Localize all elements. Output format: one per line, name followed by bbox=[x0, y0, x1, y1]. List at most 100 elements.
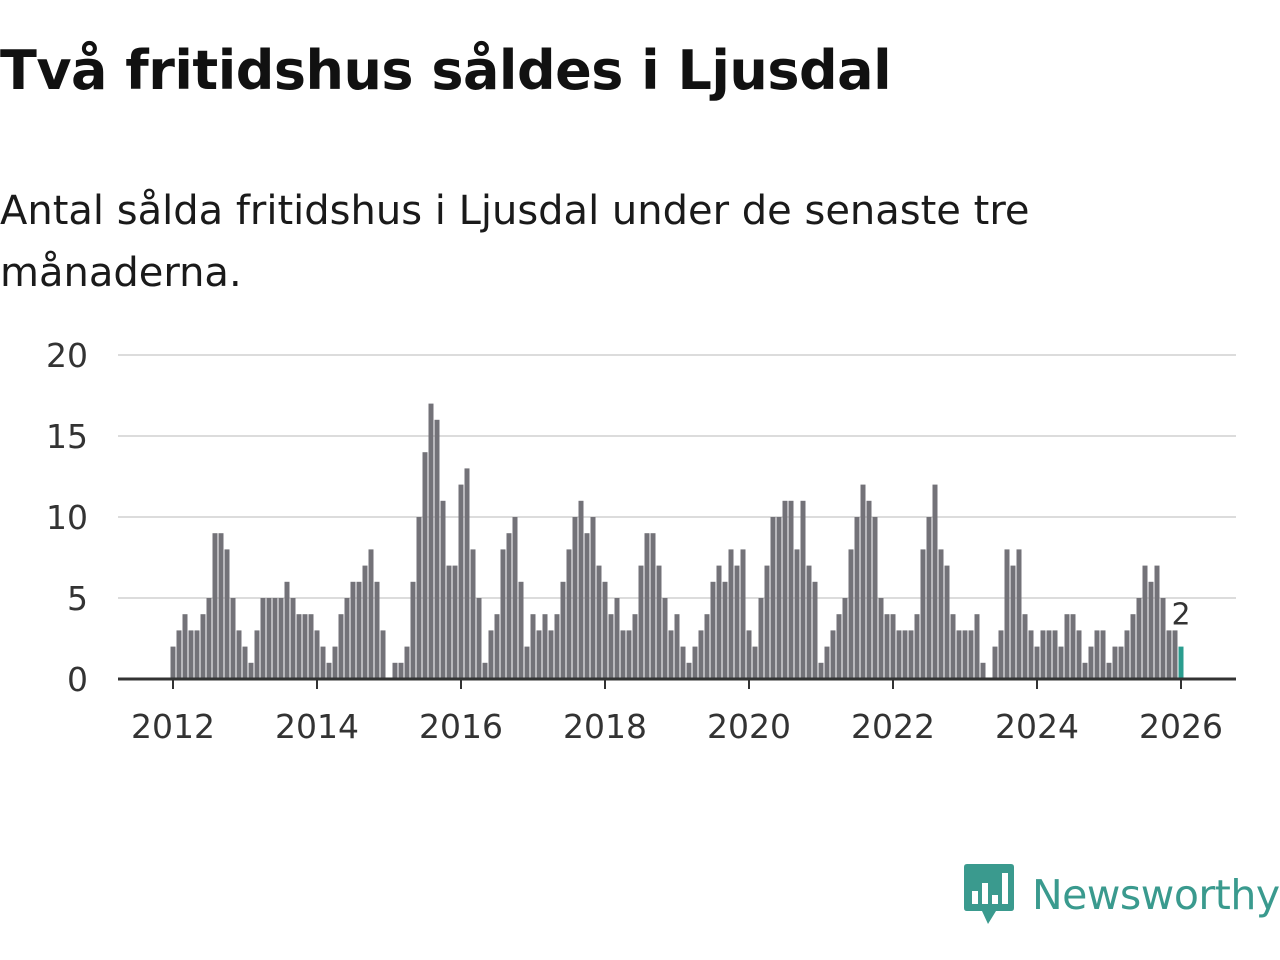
y-tick-label: 0 bbox=[67, 660, 88, 699]
bar bbox=[776, 517, 782, 679]
bar bbox=[206, 598, 212, 679]
bar bbox=[590, 517, 596, 679]
bar bbox=[944, 565, 950, 679]
bar bbox=[362, 565, 368, 679]
bar bbox=[806, 565, 812, 679]
bar bbox=[296, 614, 302, 679]
y-tick-label: 10 bbox=[46, 498, 88, 537]
bar bbox=[704, 614, 710, 679]
bar bbox=[710, 581, 716, 679]
gridlines bbox=[118, 354, 1236, 599]
bar bbox=[1028, 630, 1034, 679]
bar bbox=[368, 549, 374, 679]
bar bbox=[1046, 630, 1052, 679]
bar bbox=[740, 549, 746, 679]
bar bbox=[758, 598, 764, 679]
bar bbox=[194, 630, 200, 679]
bar bbox=[1010, 565, 1016, 679]
bar-chart: 0 5 10 15 20 2012 2014 2016 2018 2020 2022 2024 202… bbox=[46, 336, 1236, 746]
bar bbox=[824, 646, 830, 679]
bar bbox=[686, 662, 692, 679]
bar bbox=[248, 662, 254, 679]
bar bbox=[440, 500, 446, 679]
bar bbox=[650, 533, 656, 679]
bar bbox=[962, 630, 968, 679]
bar bbox=[998, 630, 1004, 679]
bar bbox=[578, 500, 584, 679]
bar bbox=[950, 614, 956, 679]
highlight-value-label: 2 bbox=[1171, 598, 1190, 633]
bar bbox=[518, 581, 524, 679]
bar bbox=[416, 517, 422, 679]
bar bbox=[506, 533, 512, 679]
bar bbox=[602, 581, 608, 679]
bar bbox=[560, 581, 566, 679]
bar bbox=[380, 630, 386, 679]
bar bbox=[566, 549, 572, 679]
bar bbox=[932, 484, 938, 679]
bar bbox=[1100, 630, 1106, 679]
bar bbox=[224, 549, 230, 679]
bar bbox=[614, 598, 620, 679]
bar bbox=[422, 452, 428, 679]
bar bbox=[656, 565, 662, 679]
bar bbox=[632, 614, 638, 679]
bar bbox=[716, 565, 722, 679]
x-tick-label: 2018 bbox=[563, 707, 647, 746]
bar bbox=[746, 630, 752, 679]
bar bbox=[866, 500, 872, 679]
bar bbox=[818, 662, 824, 679]
bar bbox=[680, 646, 686, 679]
bar bbox=[992, 646, 998, 679]
bar bbox=[794, 549, 800, 679]
bar bbox=[626, 630, 632, 679]
bar bbox=[236, 630, 242, 679]
bar bbox=[1142, 565, 1148, 679]
bar bbox=[980, 662, 986, 679]
bar bbox=[1130, 614, 1136, 679]
bar bbox=[398, 662, 404, 679]
bar bbox=[212, 533, 218, 679]
bar bbox=[254, 630, 260, 679]
bar bbox=[272, 598, 278, 679]
bar bbox=[260, 598, 266, 679]
bar bbox=[530, 614, 536, 679]
bar bbox=[176, 630, 182, 679]
bar bbox=[434, 419, 440, 679]
bar bbox=[464, 468, 470, 679]
x-tick-label: 2014 bbox=[275, 707, 359, 746]
bar bbox=[1076, 630, 1082, 679]
bar bbox=[1172, 630, 1178, 679]
bar bbox=[872, 517, 878, 679]
bar bbox=[356, 581, 362, 679]
bar bbox=[1082, 662, 1088, 679]
bar bbox=[830, 630, 836, 679]
bar bbox=[374, 581, 380, 679]
bar bbox=[350, 581, 356, 679]
x-tick-label: 2022 bbox=[851, 707, 935, 746]
bar bbox=[770, 517, 776, 679]
bar bbox=[410, 581, 416, 679]
y-tick-label: 15 bbox=[46, 417, 88, 456]
x-tick-label: 2012 bbox=[131, 707, 215, 746]
bar bbox=[344, 598, 350, 679]
bar bbox=[842, 598, 848, 679]
highlighted-bar bbox=[1178, 646, 1184, 679]
bar bbox=[974, 614, 980, 679]
bar bbox=[338, 614, 344, 679]
bar bbox=[476, 598, 482, 679]
bar bbox=[836, 614, 842, 679]
bar-chart-speech-bubble-icon bbox=[964, 864, 1014, 924]
bar bbox=[320, 646, 326, 679]
bar bbox=[308, 614, 314, 679]
bar bbox=[734, 565, 740, 679]
bar bbox=[782, 500, 788, 679]
x-tick-label: 2026 bbox=[1139, 707, 1223, 746]
bar bbox=[938, 549, 944, 679]
bar bbox=[596, 565, 602, 679]
bar bbox=[290, 598, 296, 679]
bar bbox=[662, 598, 668, 679]
bar bbox=[722, 581, 728, 679]
y-tick-label: 5 bbox=[67, 579, 88, 618]
bar bbox=[278, 598, 284, 679]
